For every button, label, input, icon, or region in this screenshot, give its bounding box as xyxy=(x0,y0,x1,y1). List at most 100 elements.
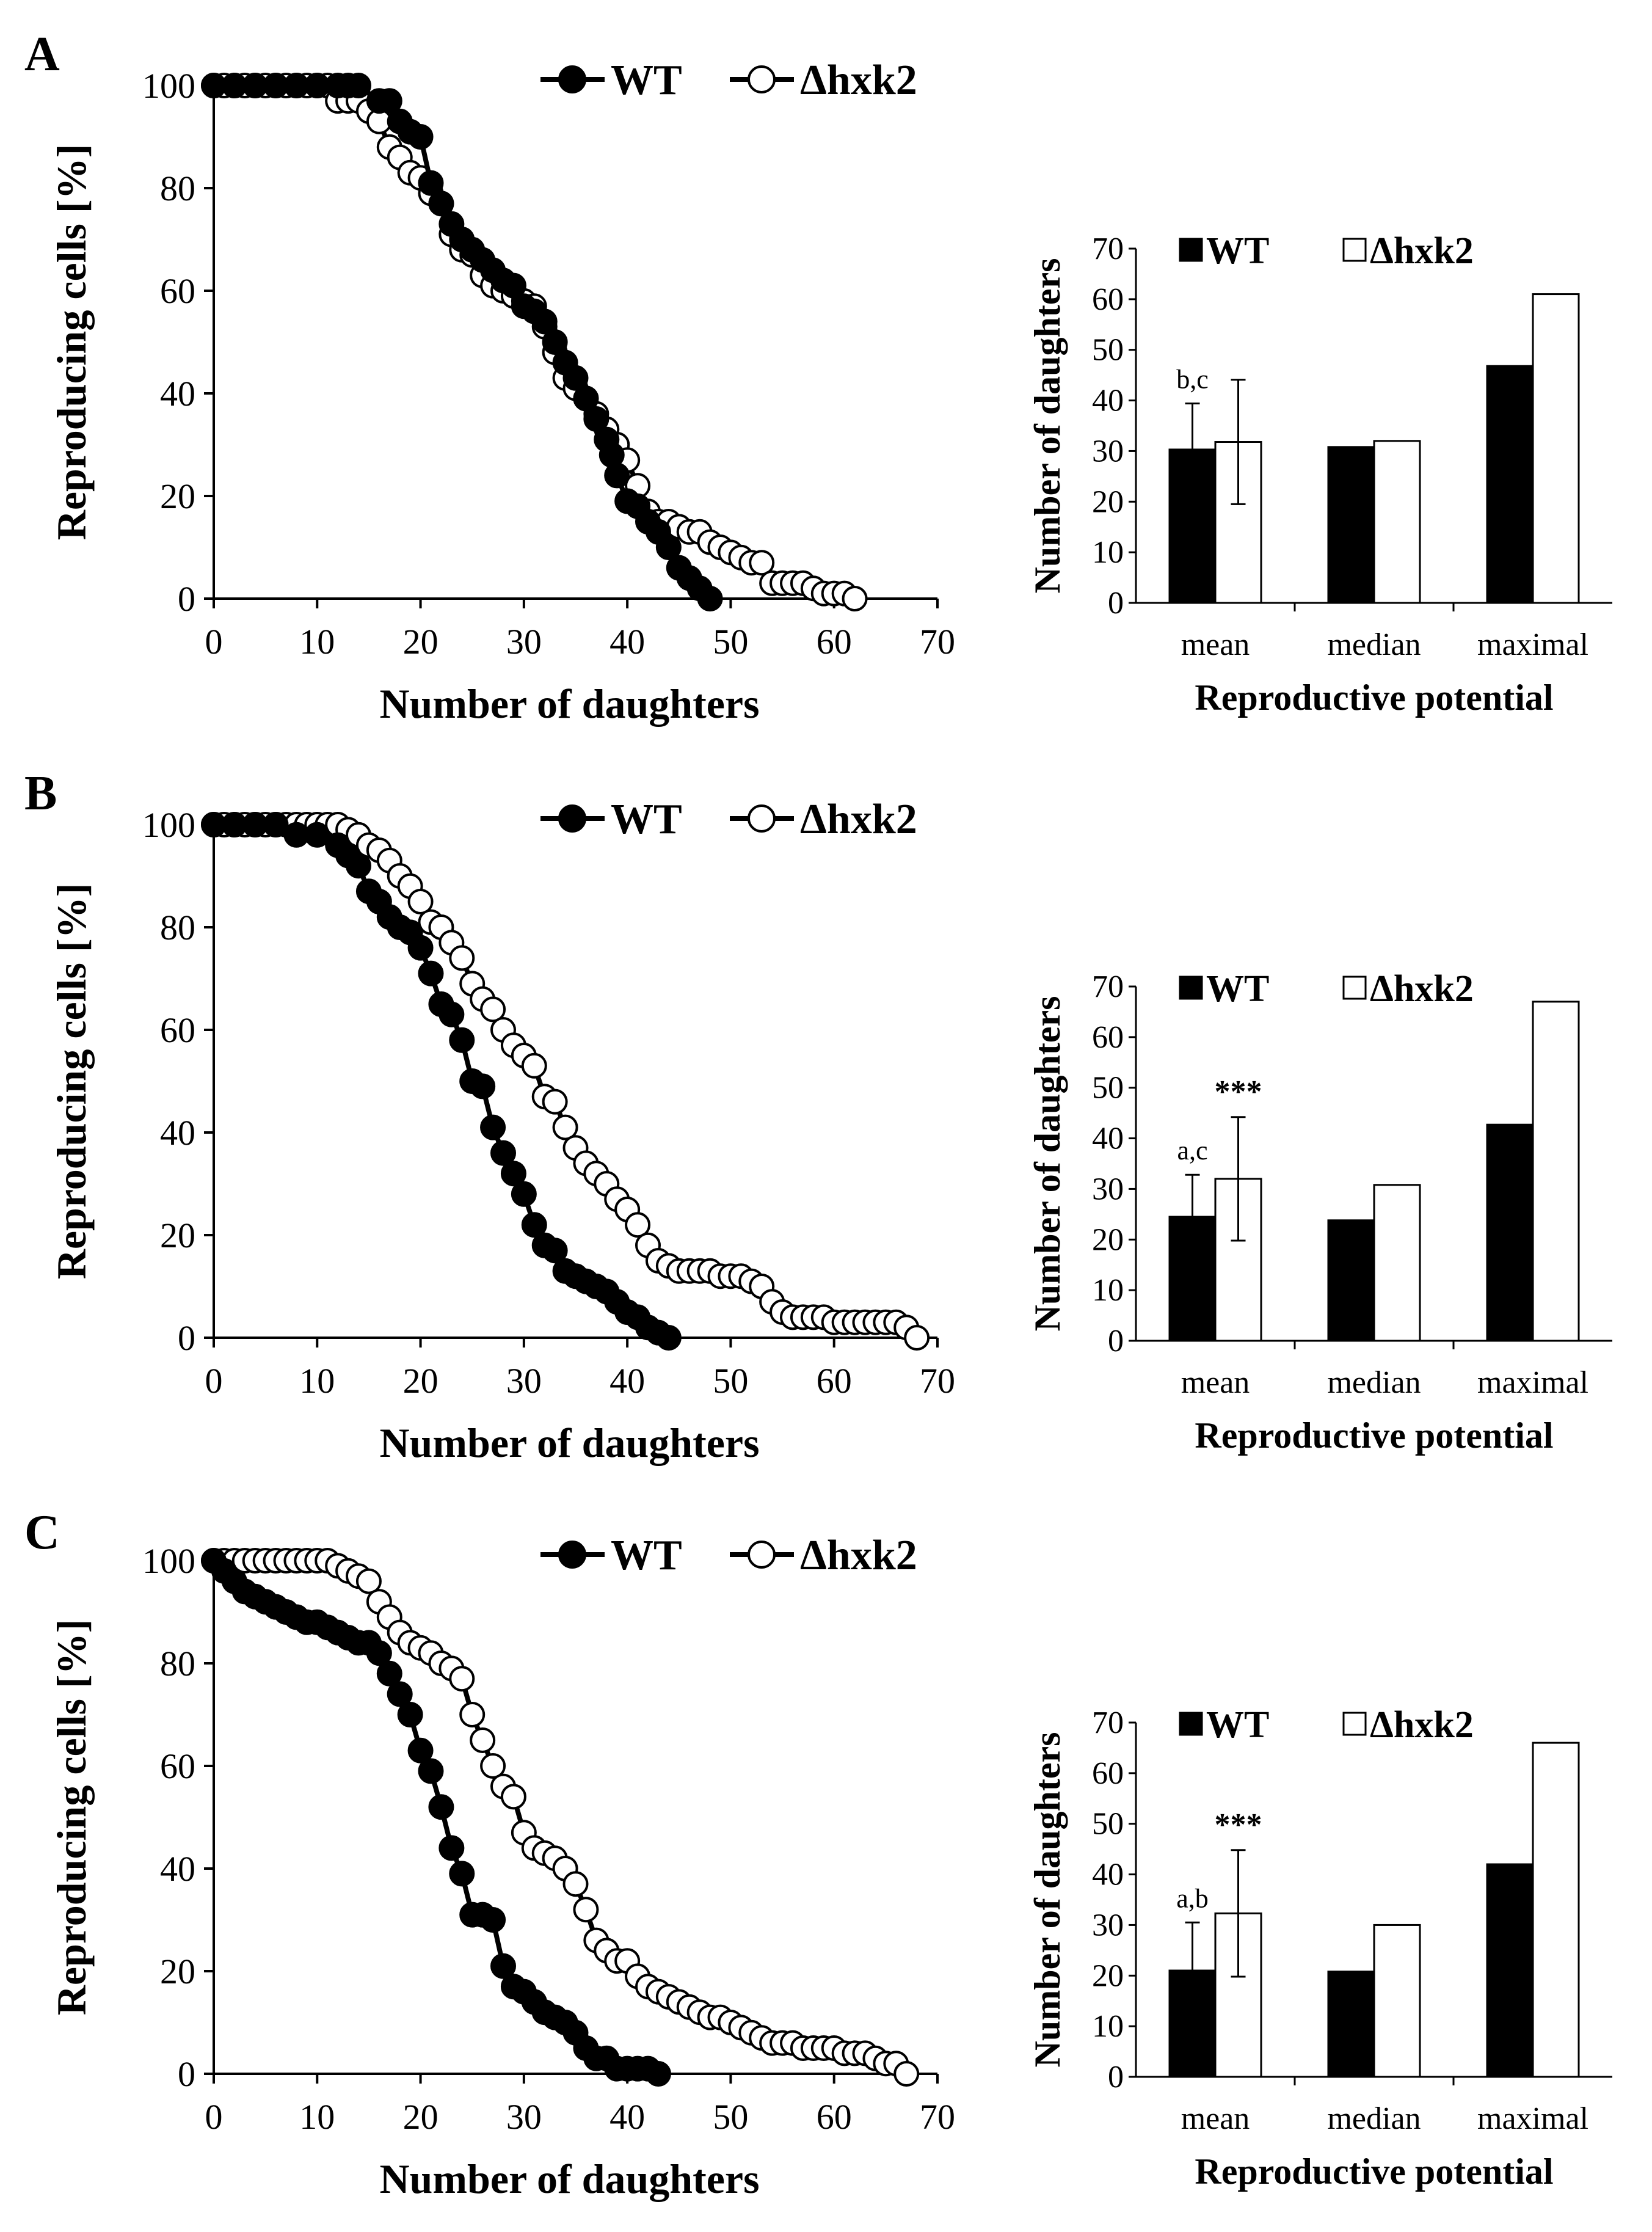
bar-legend-label-hxk2: Δhxk2 xyxy=(1370,968,1474,1010)
data-point-wt xyxy=(583,406,609,432)
data-point-wt xyxy=(655,534,682,560)
data-point-wt xyxy=(697,586,723,611)
data-point-hxk2 xyxy=(893,2061,920,2087)
bar-y-tick-label: 20 xyxy=(1092,484,1124,519)
data-point-wt xyxy=(449,1027,475,1053)
bar-y-tick-label: 40 xyxy=(1092,384,1124,418)
data-point-wt xyxy=(521,1212,547,1238)
data-point-wt xyxy=(418,960,444,987)
bar-category-label: median xyxy=(1327,1365,1421,1400)
bar-legend-swatch-hxk2 xyxy=(1342,238,1367,262)
data-point-hxk2 xyxy=(552,1114,578,1140)
bar-category-label: median xyxy=(1327,2101,1421,2136)
data-point-hxk2 xyxy=(480,996,506,1023)
y-tick-label: 0 xyxy=(178,2054,195,2094)
legend-marker-wt xyxy=(558,1541,586,1569)
bar-y-tick-label: 60 xyxy=(1092,282,1124,317)
data-point-wt xyxy=(438,1835,465,1861)
y-tick-label: 0 xyxy=(178,1318,195,1358)
data-point-hxk2 xyxy=(749,550,775,576)
data-point-wt xyxy=(376,88,402,114)
data-point-wt xyxy=(428,191,454,217)
x-tick-label: 20 xyxy=(403,622,438,662)
bar-x-axis-title: Reproductive potential xyxy=(1195,2151,1553,2192)
data-point-wt xyxy=(397,1702,423,1727)
x-tick-label: 0 xyxy=(205,622,223,662)
data-point-hxk2 xyxy=(562,1871,589,1897)
x-tick-label: 0 xyxy=(205,2097,223,2137)
x-tick-label: 20 xyxy=(403,1361,438,1401)
bar-y-tick-label: 40 xyxy=(1092,1858,1124,1892)
bar-x-axis-title: Reproductive potential xyxy=(1195,677,1553,718)
bar-y-tick-label: 30 xyxy=(1092,1908,1124,1942)
bar-y-tick-label: 70 xyxy=(1092,1705,1124,1740)
bar-y-tick-label: 70 xyxy=(1092,969,1124,1004)
data-point-wt xyxy=(366,1640,392,1666)
bar-category-label: maximal xyxy=(1477,627,1588,662)
x-tick-label: 30 xyxy=(506,2097,542,2137)
data-point-wt xyxy=(470,1073,496,1100)
panel-label-b: B xyxy=(24,767,57,820)
legend-label-wt: WT xyxy=(611,57,682,104)
bar-y-tick-label: 60 xyxy=(1092,1756,1124,1791)
bar-y-tick-label: 70 xyxy=(1092,232,1124,266)
bar-legend-label-hxk2: Δhxk2 xyxy=(1370,230,1474,272)
y-tick-label: 40 xyxy=(160,1849,195,1889)
data-point-wt xyxy=(428,1794,454,1820)
data-point-wt xyxy=(500,272,526,299)
bar-category-label: mean xyxy=(1181,627,1250,662)
x-tick-label: 60 xyxy=(817,1361,852,1401)
x-tick-label: 10 xyxy=(299,1361,335,1401)
y-tick-label: 100 xyxy=(142,66,195,106)
y-tick-label: 80 xyxy=(160,908,195,947)
data-point-wt xyxy=(407,1737,434,1763)
bar-legend-label-hxk2: Δhxk2 xyxy=(1370,1704,1474,1746)
bar-y-tick-label: 40 xyxy=(1092,1121,1124,1156)
bar-y-axis-title: Number of daughters xyxy=(1027,1732,1068,2068)
x-tick-label: 0 xyxy=(205,1361,223,1401)
data-point-wt xyxy=(449,1861,475,1887)
y-axis-title: Reproducing cells [%] xyxy=(48,1619,95,2016)
bar-hxk2-maximal xyxy=(1532,1741,1580,2078)
bar-wt-maximal xyxy=(1486,1863,1534,2078)
data-point-wt xyxy=(438,1001,465,1027)
bar-x-axis-title: Reproductive potential xyxy=(1195,1415,1553,1456)
bar-chart-c: 0 10 20 30 40 50 60 70 mean median maximal a,b *** Re… xyxy=(1027,1704,1612,2192)
legend-label-wt: WT xyxy=(611,1532,682,1579)
survival-chart-a: 0 20 40 60 80 100 0 10 20 30 40 50 60 70 Number of dau… xyxy=(48,57,955,727)
y-tick-label: 60 xyxy=(160,1746,195,1786)
bar-category-label: mean xyxy=(1181,2101,1250,2136)
bar-category-label: maximal xyxy=(1477,2101,1588,2136)
data-point-wt xyxy=(542,329,568,355)
bar-category-label: mean xyxy=(1181,1365,1250,1400)
legend-marker-hxk2 xyxy=(748,65,776,93)
bar-legend-swatch-wt xyxy=(1179,976,1203,1000)
survival-chart-c: 0 20 40 60 80 100 0 10 20 30 40 50 60 70 Number of dau… xyxy=(48,1532,955,2202)
bar-wt-median xyxy=(1327,1971,1375,2078)
bar-y-axis-title: Number of daughters xyxy=(1027,258,1068,594)
bar-y-tick-label: 0 xyxy=(1108,586,1124,621)
y-tick-label: 40 xyxy=(160,374,195,414)
bar-y-tick-label: 20 xyxy=(1092,1222,1124,1257)
legend-marker-wt xyxy=(558,804,586,833)
bar-y-tick-label: 10 xyxy=(1092,535,1124,570)
bar-y-tick-label: 50 xyxy=(1092,1071,1124,1106)
y-tick-label: 60 xyxy=(160,1010,195,1050)
data-point-hxk2 xyxy=(625,1212,651,1238)
x-tick-label: 60 xyxy=(817,622,852,662)
data-point-wt xyxy=(573,385,599,412)
survival-chart-b: 0 20 40 60 80 100 0 10 20 30 40 50 60 70 Number of dau… xyxy=(48,796,955,1466)
x-tick-label: 40 xyxy=(609,622,645,662)
data-point-hxk2 xyxy=(521,1052,547,1079)
bar-y-tick-label: 30 xyxy=(1092,434,1124,469)
data-point-wt xyxy=(387,1681,413,1707)
x-axis-title: Number of daughters xyxy=(379,1420,759,1466)
y-axis-title: Reproducing cells [%] xyxy=(48,883,95,1280)
bar-y-tick-label: 50 xyxy=(1092,333,1124,368)
data-point-hxk2 xyxy=(542,1089,568,1115)
legend-label-hxk2: Δhxk2 xyxy=(800,796,917,843)
bar-hxk2-median xyxy=(1373,1184,1421,1342)
bar-chart-b: 0 10 20 30 40 50 60 70 mean median maximal a,c *** Re… xyxy=(1027,968,1612,1456)
bar-y-tick-label: 0 xyxy=(1108,1324,1124,1359)
bar-y-tick-label: 0 xyxy=(1108,2060,1124,2095)
